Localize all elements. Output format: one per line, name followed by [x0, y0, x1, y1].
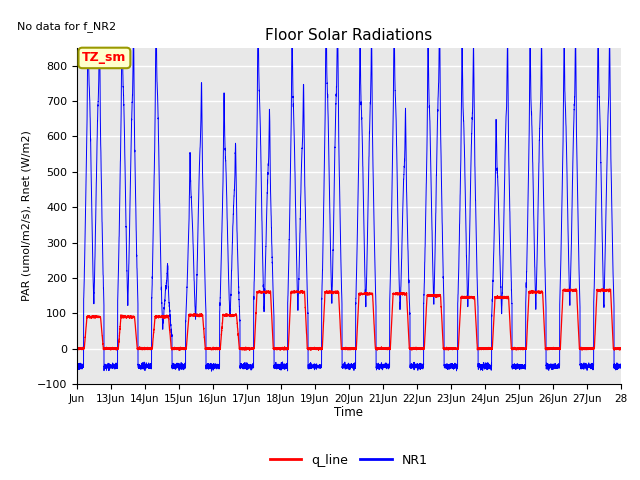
- NR1: [92, 203, 100, 208]
- Line: NR1: NR1: [77, 8, 621, 371]
- Y-axis label: PAR (umol/m2/s), Rnet (W/m2): PAR (umol/m2/s), Rnet (W/m2): [21, 131, 31, 301]
- q_line: [317, 345, 324, 351]
- q_line: [617, 347, 625, 353]
- Text: No data for f_NR2: No data for f_NR2: [17, 21, 116, 32]
- q_line: [561, 286, 568, 292]
- NR1: [214, 363, 221, 369]
- Text: TZ_sm: TZ_sm: [82, 51, 127, 64]
- q_line: [481, 345, 489, 351]
- X-axis label: Time: Time: [334, 407, 364, 420]
- q_line: [240, 346, 248, 352]
- NR1: [240, 361, 248, 367]
- NR1: [84, 5, 92, 11]
- NR1: [73, 361, 81, 367]
- NR1: [207, 368, 215, 374]
- NR1: [617, 365, 625, 371]
- NR1: [482, 363, 490, 369]
- NR1: [317, 363, 325, 369]
- NR1: [547, 362, 555, 368]
- q_line: [547, 346, 555, 351]
- Legend: q_line, NR1: q_line, NR1: [265, 449, 433, 472]
- q_line: [92, 314, 100, 320]
- Line: q_line: q_line: [77, 289, 621, 350]
- q_line: [73, 345, 81, 351]
- q_line: [214, 347, 221, 352]
- Title: Floor Solar Radiations: Floor Solar Radiations: [265, 28, 433, 43]
- q_line: [176, 348, 184, 353]
